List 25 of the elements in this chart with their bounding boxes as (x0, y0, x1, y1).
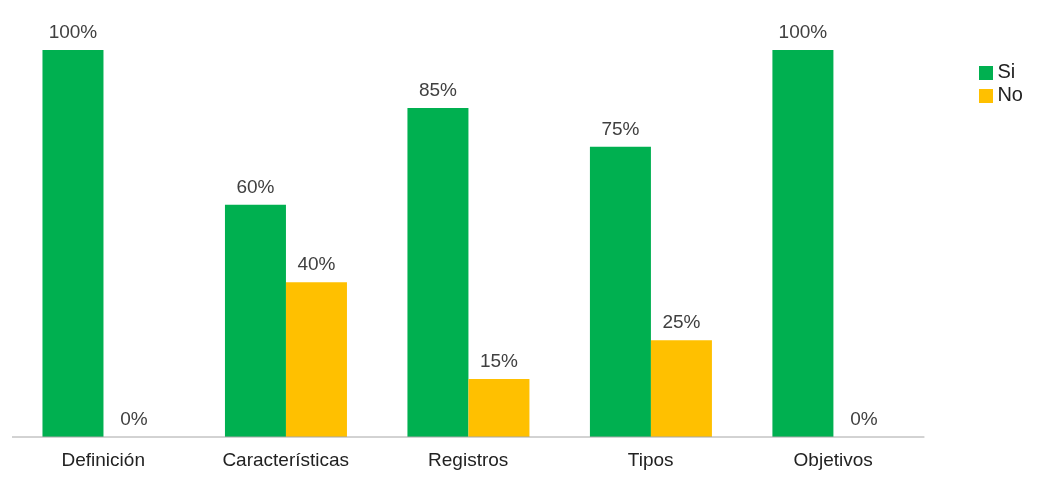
legend-label: Si (997, 60, 1016, 82)
bar (468, 378, 530, 437)
bar (650, 340, 712, 437)
data-label: 75% (601, 117, 640, 139)
data-label: 100% (778, 21, 828, 42)
data-label: 15% (479, 349, 519, 371)
bar (285, 282, 347, 437)
data-label: 100% (48, 21, 98, 42)
data-label: 25% (662, 311, 701, 333)
x-tick-label: Tipos (627, 449, 674, 471)
bar (224, 204, 286, 437)
data-label: 40% (297, 253, 336, 275)
bar (772, 50, 834, 437)
x-tick-label: Objetivos (793, 449, 873, 471)
x-tick-label: Definición (61, 449, 145, 471)
data-label: 85% (418, 79, 458, 101)
legend-label: No (997, 83, 1023, 105)
data-label: 0% (850, 407, 878, 429)
data-label: 0% (120, 407, 148, 429)
x-tick-label: Registros (428, 449, 509, 471)
bar (589, 146, 651, 437)
data-label: 60% (236, 175, 275, 197)
bar (42, 50, 104, 437)
x-tick-label: Características (222, 449, 350, 471)
bar (407, 108, 469, 437)
